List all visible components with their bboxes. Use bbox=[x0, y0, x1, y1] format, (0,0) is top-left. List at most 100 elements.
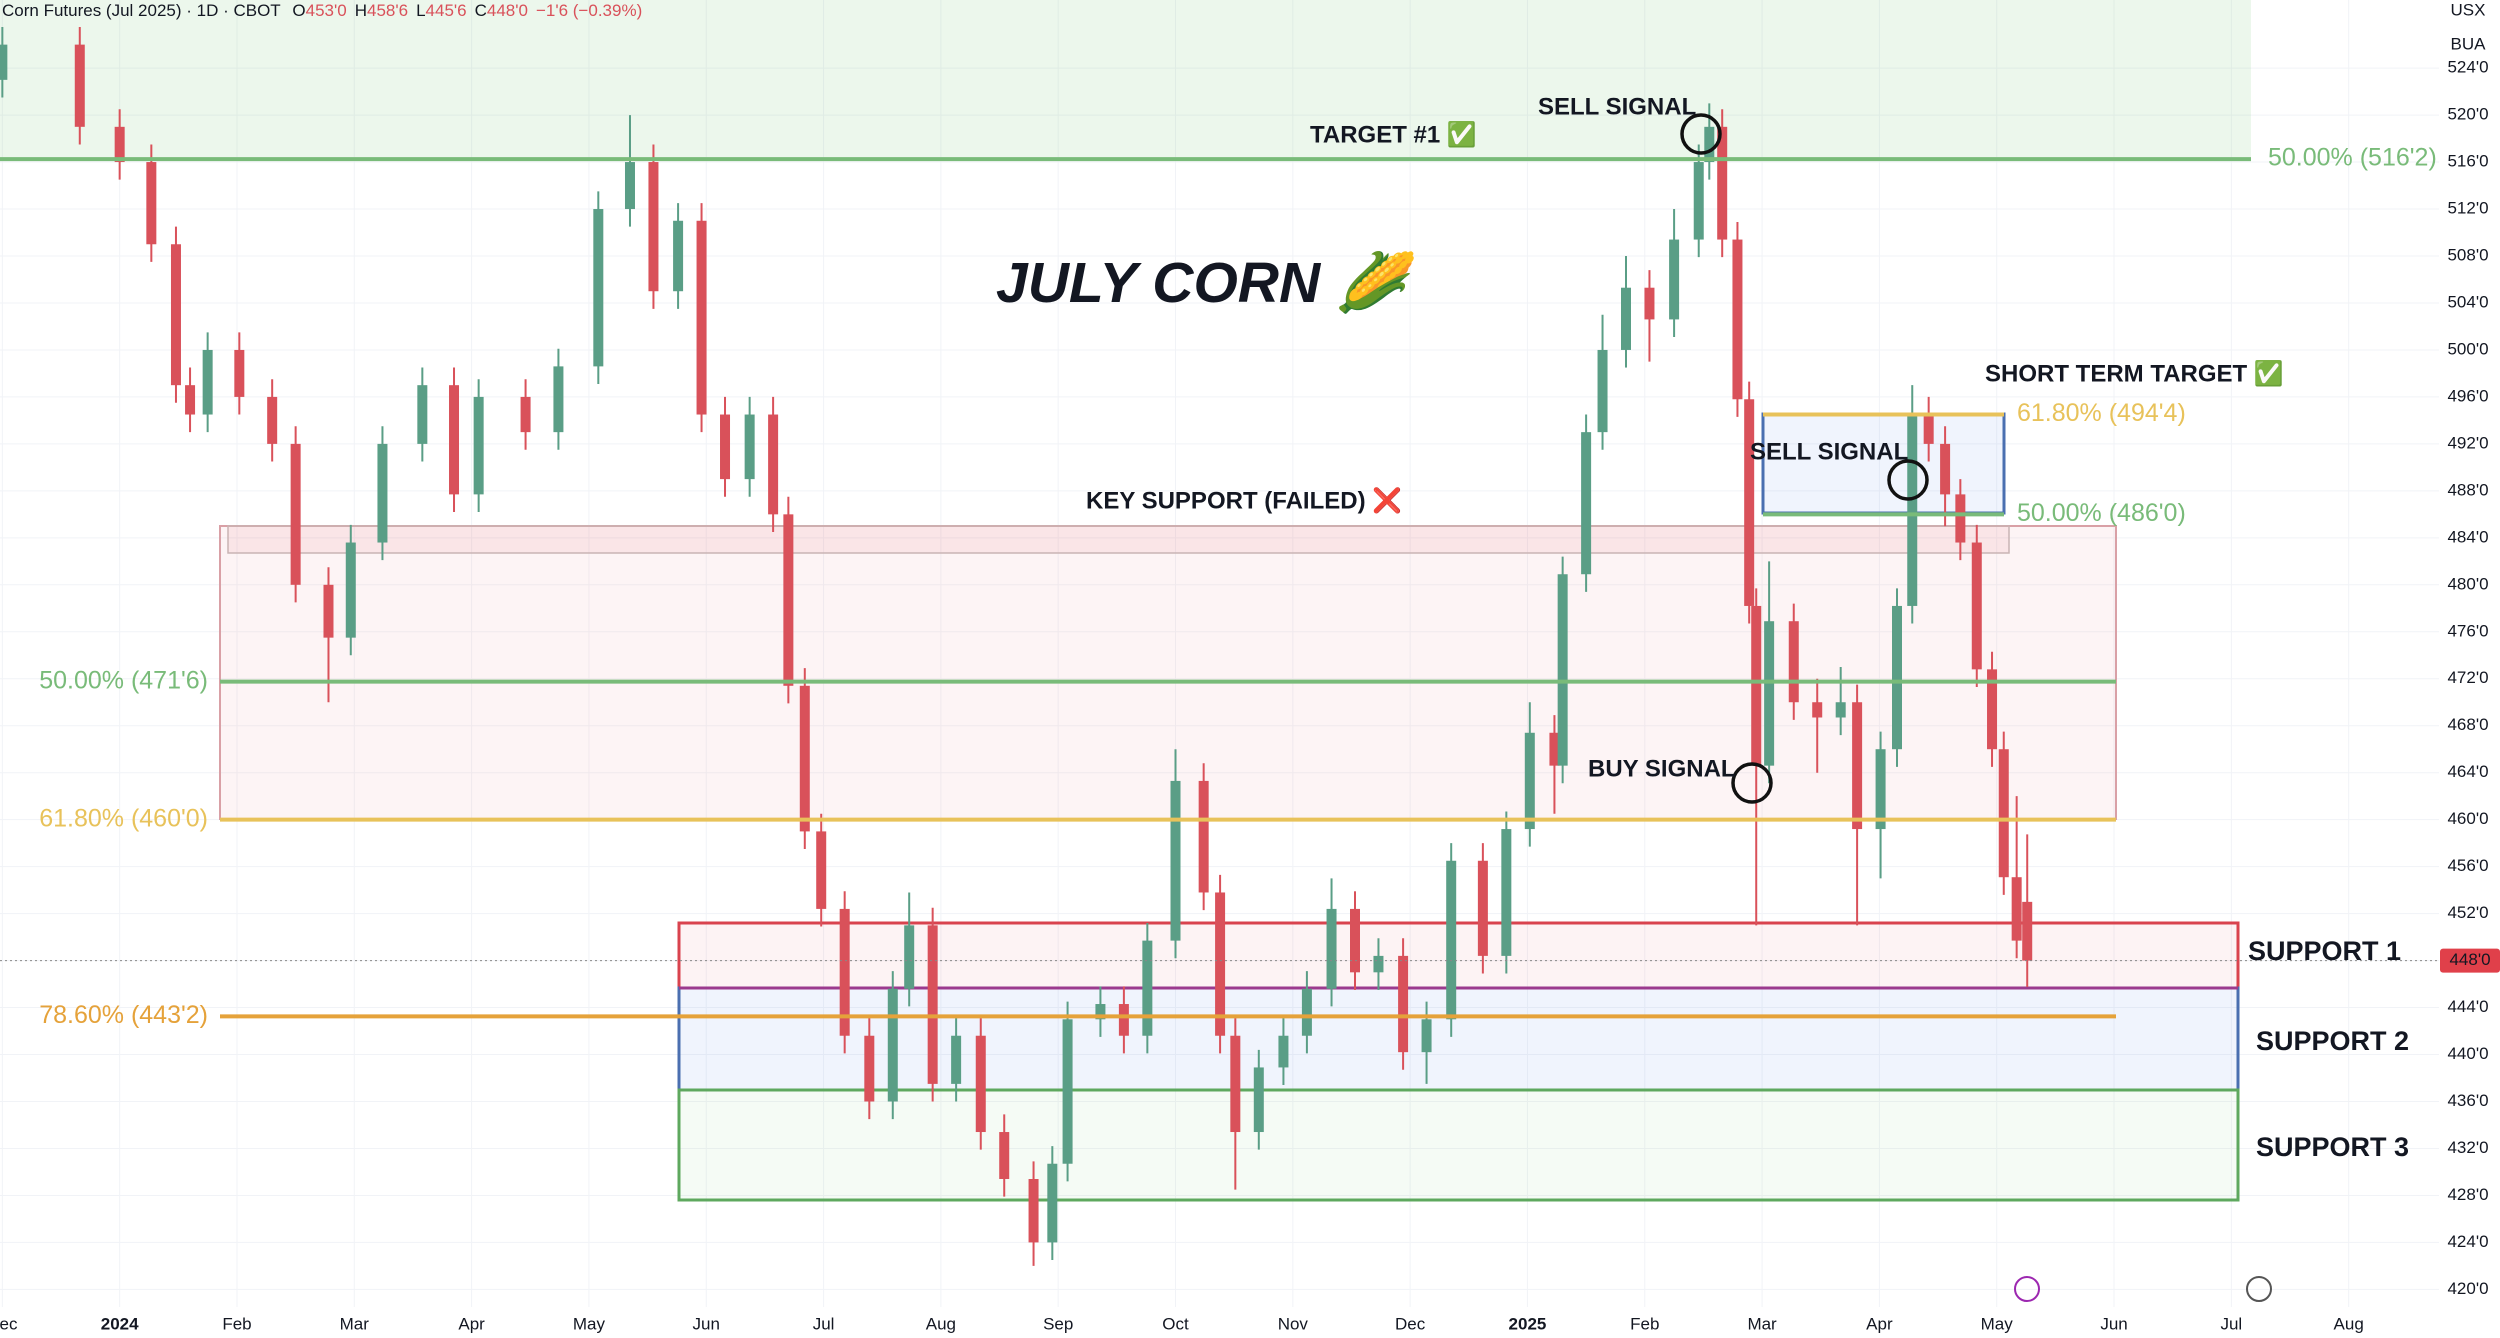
candle-body bbox=[927, 925, 938, 1084]
candle-body bbox=[783, 514, 794, 686]
candle-body bbox=[234, 349, 245, 397]
candle-body bbox=[768, 414, 779, 515]
candle-body bbox=[1764, 621, 1775, 766]
candle-body bbox=[74, 44, 85, 127]
candle-body bbox=[1998, 749, 2009, 878]
y-tick-label: 432'0 bbox=[2447, 1138, 2488, 1157]
candle-body bbox=[975, 1035, 986, 1133]
candle-body bbox=[1852, 702, 1863, 830]
candle-body bbox=[1717, 126, 1728, 240]
candle-body bbox=[624, 162, 635, 210]
ohlc-key: O bbox=[292, 1, 305, 20]
y-tick-label: 444'0 bbox=[2447, 997, 2488, 1016]
y-tick-label: 520'0 bbox=[2447, 105, 2488, 124]
x-tick-label: Mar bbox=[340, 1314, 370, 1333]
candle-body bbox=[1751, 605, 1762, 766]
signal-circle bbox=[1680, 113, 1722, 155]
ohlc-value: 445'6 bbox=[426, 1, 467, 20]
annotation: SELL SIGNAL bbox=[1538, 93, 1696, 120]
icon[interactable] bbox=[2014, 1276, 2040, 1302]
candle-body bbox=[1693, 162, 1704, 240]
candle-body bbox=[1987, 669, 1998, 750]
annotation: BUY SIGNAL bbox=[1588, 755, 1736, 782]
fib-label: 78.60% (443'2) bbox=[39, 1001, 208, 1029]
key-support-band bbox=[227, 525, 2010, 554]
candle-body bbox=[904, 925, 915, 989]
annotation: KEY SUPPORT (FAILED) ❌ bbox=[1086, 486, 1402, 514]
scale-label: BUA bbox=[2451, 34, 2487, 53]
signal-circle bbox=[1887, 459, 1929, 501]
candle-body bbox=[1704, 126, 1715, 163]
candle-body bbox=[1971, 542, 1982, 670]
x-tick-label: Dec bbox=[0, 1314, 18, 1333]
candle-body bbox=[696, 220, 707, 415]
y-tick-label: 436'0 bbox=[2447, 1091, 2488, 1110]
candle-body bbox=[1095, 1004, 1106, 1020]
candle-body bbox=[1788, 621, 1799, 703]
candle-body bbox=[0, 44, 8, 80]
price-axis-bg bbox=[2439, 0, 2500, 1338]
icon[interactable] bbox=[2246, 1276, 2272, 1302]
candle-body bbox=[1875, 749, 1886, 830]
candle-body bbox=[799, 685, 810, 832]
y-tick-label: 452'0 bbox=[2447, 903, 2488, 922]
candle-body bbox=[1621, 287, 1631, 350]
candle-body bbox=[2022, 901, 2033, 961]
fib-label: 61.80% (494'4) bbox=[2017, 399, 2186, 427]
header: Corn Futures (Jul 2025) · 1D · CBOT O453'… bbox=[2, 1, 642, 20]
candle-body bbox=[1549, 732, 1560, 766]
candle-body bbox=[887, 988, 898, 1102]
candle-body bbox=[1421, 1019, 1432, 1053]
y-tick-label: 492'0 bbox=[2447, 433, 2488, 452]
candle-body bbox=[999, 1132, 1010, 1180]
candle-body bbox=[1118, 1004, 1129, 1036]
x-tick-label: Mar bbox=[1747, 1314, 1777, 1333]
signal-circle bbox=[1731, 762, 1773, 804]
candle-body bbox=[1892, 605, 1902, 750]
fib-label: 50.00% (516'2) bbox=[2268, 144, 2437, 172]
candle-body bbox=[1812, 702, 1823, 718]
candle-body bbox=[1446, 860, 1457, 1020]
x-tick-label: May bbox=[1981, 1314, 2014, 1333]
support-2-zone bbox=[677, 986, 2240, 1092]
zone-layer bbox=[0, 0, 2251, 1202]
x-tick-label: Feb bbox=[1630, 1314, 1659, 1333]
ohlc-key: H bbox=[355, 1, 367, 20]
y-tick-label: 464'0 bbox=[2447, 762, 2488, 781]
x-tick-label: Dec bbox=[1395, 1314, 1426, 1333]
price-tag bbox=[2440, 948, 2500, 973]
x-tick-label: Jun bbox=[693, 1314, 720, 1333]
target-zone bbox=[0, 0, 2251, 159]
candle-body bbox=[1215, 892, 1226, 1036]
y-tick-label: 508'0 bbox=[2447, 245, 2488, 264]
candle-body bbox=[1955, 494, 1966, 543]
overlay-layer: 50.00% (516'2) 50.00% (471'6) 61.80% (460'… bbox=[0, 1, 2500, 1302]
candle-body bbox=[185, 385, 196, 415]
candle-body bbox=[1557, 574, 1568, 766]
header-title: Corn Futures (Jul 2025) · 1D · CBOT bbox=[2, 1, 280, 20]
y-tick-label: 440'0 bbox=[2447, 1044, 2488, 1063]
candle-body bbox=[202, 349, 213, 415]
candle-body bbox=[720, 414, 731, 480]
y-tick-label: 476'0 bbox=[2447, 621, 2488, 640]
candle-body bbox=[1350, 908, 1360, 973]
ohlc-key: L bbox=[416, 1, 425, 20]
candle-body bbox=[417, 385, 428, 444]
candle-body bbox=[1477, 860, 1488, 956]
candle-layer bbox=[0, 27, 2033, 1266]
price-tag-label: 448'0 bbox=[2449, 950, 2490, 969]
candle-body bbox=[593, 209, 604, 367]
chart-title: JULY CORN 🌽 bbox=[996, 248, 1418, 315]
candle-body bbox=[1669, 239, 1680, 320]
candle-body bbox=[1062, 1019, 1073, 1164]
x-tick-label: Jul bbox=[2220, 1314, 2242, 1333]
y-tick-label: 480'0 bbox=[2447, 574, 2488, 593]
candle-body bbox=[744, 414, 755, 480]
x-tick-label: Oct bbox=[1162, 1314, 1189, 1333]
x-tick-label: Apr bbox=[1866, 1314, 1893, 1333]
candle-body bbox=[2011, 877, 2022, 941]
candle-body bbox=[146, 162, 157, 245]
x-tick-label: May bbox=[573, 1314, 606, 1333]
x-tick-label: Nov bbox=[1278, 1314, 1309, 1333]
